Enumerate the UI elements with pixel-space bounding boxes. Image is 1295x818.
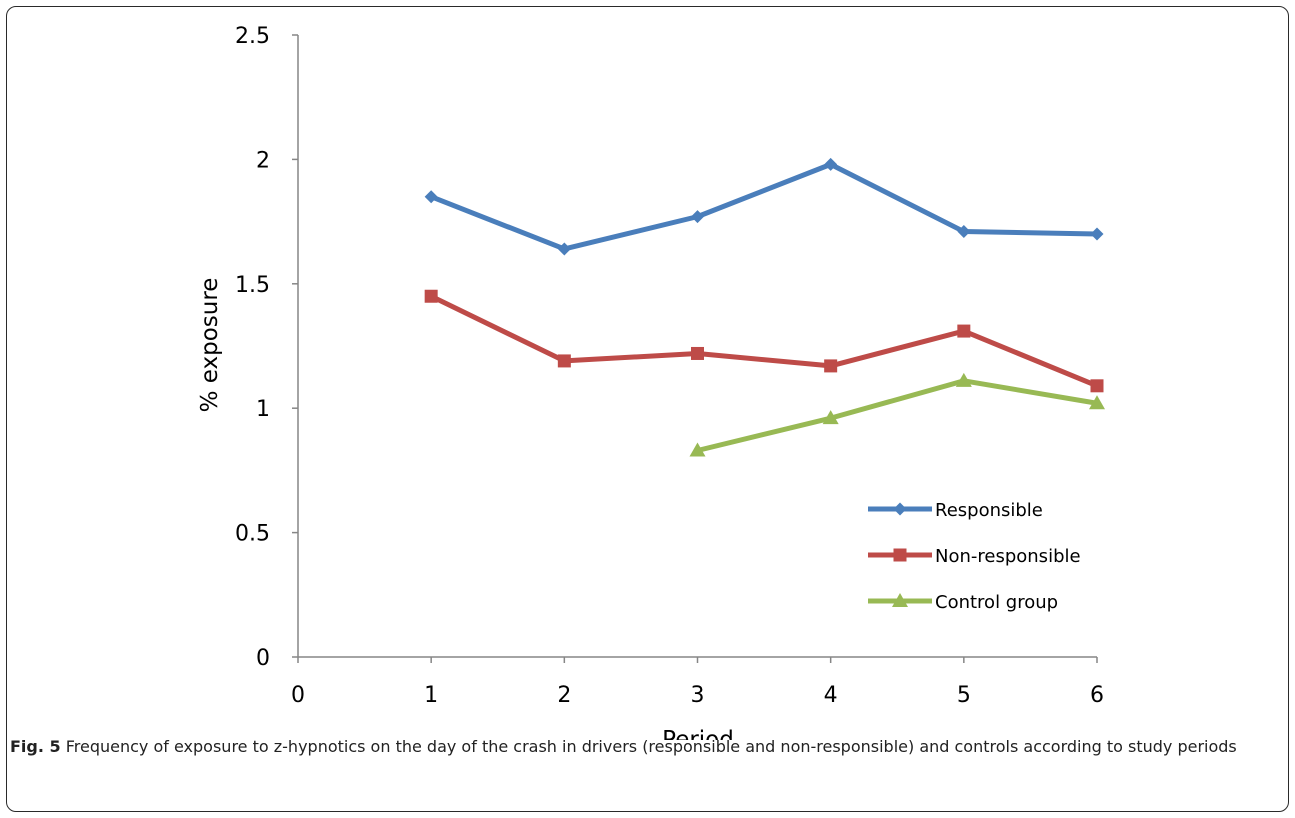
legend: Responsible Non-responsible Control group <box>868 500 1081 613</box>
x-axis-label: Period <box>662 727 734 740</box>
x-tick-label: 5 <box>957 683 971 708</box>
y-tick-label: 0.5 <box>235 522 270 547</box>
line-chart: 0 0.5 1 1.5 2 2.5 0 1 2 3 4 5 6 Responsible Non-respo… <box>197 24 1105 740</box>
data-point-non-responsible <box>957 324 971 338</box>
x-tick-label: 6 <box>1090 683 1104 708</box>
series-line-control-group <box>695 378 1100 453</box>
figure-caption: Fig. 5 Frequency of exposure to z-hypnot… <box>10 735 1280 759</box>
caption-text: Frequency of exposure to z-hypnotics on … <box>60 737 1237 756</box>
data-point-control-group <box>689 442 706 457</box>
series-group <box>424 157 1105 457</box>
data-point-non-responsible <box>691 346 704 360</box>
axes: 0 0.5 1 1.5 2 2.5 0 1 2 3 4 5 6 <box>235 24 1104 708</box>
data-point-non-responsible <box>1090 379 1104 393</box>
legend-label-non-responsible: Non-responsible <box>935 546 1081 567</box>
legend-label-responsible: Responsible <box>935 500 1043 521</box>
y-tick-label: 1 <box>256 397 270 422</box>
y-tick-label: 1.5 <box>235 273 270 298</box>
data-point-responsible <box>557 242 571 256</box>
x-tick-label: 0 <box>291 683 305 708</box>
data-point-control-group <box>822 410 839 425</box>
figure-frame <box>6 6 1289 812</box>
data-point-control-group <box>1089 395 1105 410</box>
y-tick-label: 0 <box>256 646 270 671</box>
x-tick-label: 1 <box>424 683 438 708</box>
data-point-responsible <box>957 225 971 239</box>
legend-label-control-group: Control group <box>935 592 1058 613</box>
y-axis-label: % exposure <box>197 278 223 413</box>
x-tick-label: 3 <box>691 683 705 708</box>
x-tick-label: 4 <box>824 683 838 708</box>
series-line-non-responsible <box>428 293 1100 389</box>
data-point-control-group <box>955 372 972 387</box>
legend-marker-control-group <box>892 593 908 607</box>
x-tick-label: 2 <box>557 683 571 708</box>
data-point-non-responsible <box>824 359 838 373</box>
y-tick-label: 2 <box>256 148 270 173</box>
data-point-non-responsible <box>557 354 571 368</box>
legend-marker-non-responsible <box>893 548 907 562</box>
series-line-responsible <box>428 161 1100 252</box>
data-point-non-responsible <box>424 289 438 303</box>
data-point-responsible <box>424 190 438 204</box>
caption-label: Fig. 5 <box>10 737 61 756</box>
legend-marker-responsible <box>893 502 907 516</box>
data-point-responsible <box>691 210 704 224</box>
data-point-responsible <box>824 157 838 171</box>
data-point-responsible <box>1090 227 1104 241</box>
y-tick-label: 2.5 <box>235 24 270 49</box>
